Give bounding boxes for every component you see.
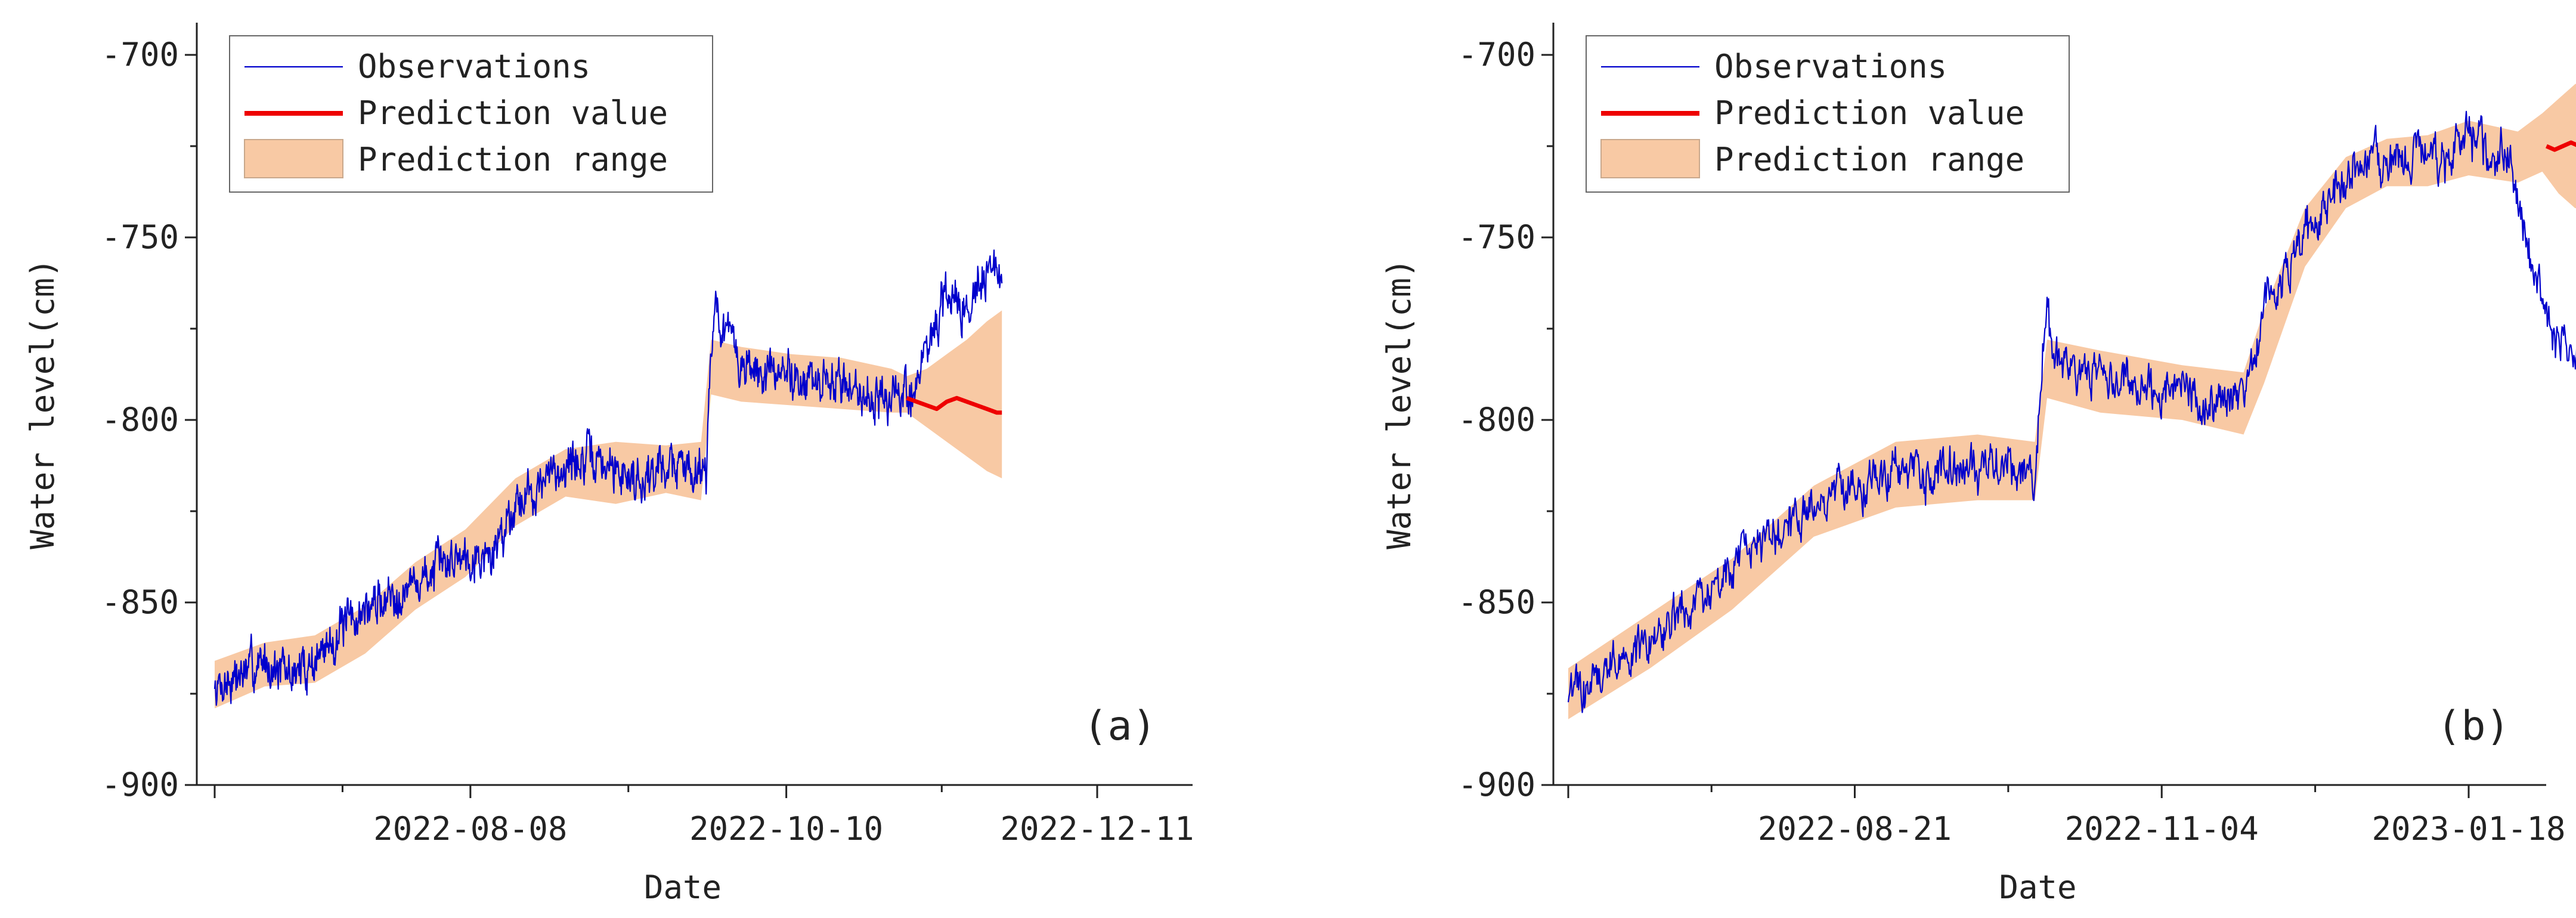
x-tick-label: 2023-01-18	[2371, 810, 2565, 848]
panel-label: (b)	[2437, 703, 2510, 750]
chart-panel-a: -900 -850 -800 -750 -700 2022-08-08 2022-10-10…	[24, 23, 1194, 906]
legend-range-swatch	[1600, 139, 1700, 178]
y-tick-label: -900	[1458, 766, 1535, 803]
prediction-value-line	[2545, 140, 2576, 152]
legend-entry-label: Prediction range	[358, 141, 668, 178]
x-axis-title: Date	[644, 868, 722, 906]
prediction-range-band	[1568, 84, 2576, 719]
legend-range-swatch	[244, 139, 343, 178]
y-tick-label: -900	[101, 766, 179, 803]
x-tick-label: 2022-10-10	[689, 810, 883, 848]
y-tick-label: -850	[1458, 583, 1535, 621]
y-tick-label: -700	[101, 36, 179, 73]
y-tick-label: -800	[101, 401, 179, 438]
x-axis-title: Date	[1999, 868, 2076, 906]
prediction-value-line	[906, 395, 1002, 415]
y-tick-label: -800	[1458, 401, 1535, 438]
x-tick-label: 2022-08-08	[373, 810, 567, 848]
y-tick-label: -750	[1458, 218, 1535, 256]
x-tick-label: 2022-11-04	[2065, 810, 2259, 848]
observations-line	[1567, 110, 2576, 713]
legend-entry-label: Observations	[1714, 48, 1947, 85]
y-tick-label: -850	[101, 583, 179, 621]
panel-label: (a)	[1083, 703, 1157, 750]
y-axis-title: Water level(cm)	[1380, 258, 1418, 549]
x-tick-label: 2022-12-11	[1000, 810, 1194, 848]
chart-panel-b: -900 -850 -800 -750 -700 2022-08-21 2022-11-04…	[1380, 23, 2576, 906]
legend-entry-label: Observations	[358, 48, 590, 85]
observations-line	[213, 249, 1003, 706]
y-tick-label: -750	[101, 218, 179, 256]
x-tick-label: 2022-08-21	[1758, 810, 1952, 848]
legend-entry-label: Prediction value	[358, 94, 668, 132]
y-tick-label: -700	[1458, 36, 1535, 73]
prediction-range-band	[215, 310, 1002, 709]
y-axis-title: Water level(cm)	[24, 258, 61, 549]
legend-entry-label: Prediction value	[1714, 94, 2024, 132]
legend-entry-label: Prediction range	[1714, 141, 2024, 178]
